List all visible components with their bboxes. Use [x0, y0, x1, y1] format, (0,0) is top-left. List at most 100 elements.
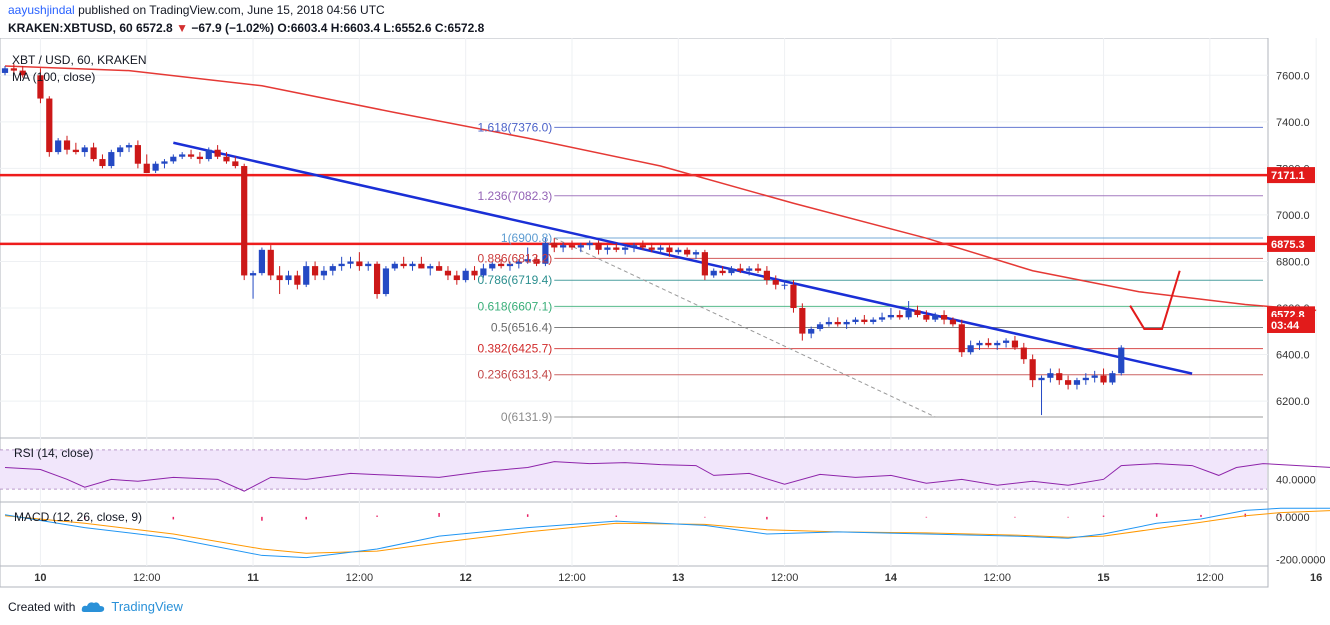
- candle: [99, 154, 106, 169]
- candle: [143, 154, 150, 174]
- grid: [0, 37, 1317, 588]
- candle-body: [161, 161, 168, 164]
- price-badge: [1267, 235, 1315, 252]
- candle: [10, 63, 17, 73]
- candle: [498, 259, 505, 269]
- candle-body: [719, 270, 726, 274]
- author-link[interactable]: aayushjindal: [8, 3, 75, 17]
- price-badge-label: 03:44: [1271, 320, 1300, 332]
- candle: [435, 261, 443, 271]
- candle: [790, 280, 797, 313]
- candle: [382, 266, 390, 297]
- fib-level-label: 0.618(6607.1): [478, 299, 553, 313]
- candle-body: [506, 263, 514, 267]
- candle: [444, 266, 452, 281]
- candle-body: [808, 328, 815, 334]
- candle: [285, 270, 292, 285]
- candle-body: [320, 270, 328, 276]
- publish-info: aayushjindal published on TradingView.co…: [8, 3, 385, 17]
- candle: [196, 152, 204, 164]
- candle-body: [241, 166, 248, 276]
- price-badge: [1267, 167, 1315, 184]
- candle-body: [10, 68, 17, 71]
- candle-body: [258, 249, 266, 274]
- candle-body: [1073, 380, 1081, 385]
- candle: [675, 247, 682, 255]
- candle-body: [985, 342, 992, 346]
- candle-body: [489, 263, 496, 269]
- candle-body: [338, 263, 345, 267]
- price-badge-label: 6875.3: [1271, 239, 1305, 251]
- candle: [1109, 370, 1116, 385]
- candle-body: [90, 147, 97, 160]
- candle-body: [896, 314, 903, 318]
- candle-body: [932, 314, 939, 320]
- y-tick-label: 7000.0: [1276, 210, 1310, 222]
- candle-body: [382, 268, 390, 295]
- candle: [134, 140, 141, 169]
- candle-body: [560, 245, 567, 248]
- candle: [878, 312, 886, 322]
- candle-body: [1, 68, 9, 73]
- candle-body: [196, 156, 204, 160]
- chart-title: XBT / USD, 60, KRAKEN: [12, 53, 147, 67]
- candle: [692, 249, 700, 260]
- chart-border: [0, 37, 1269, 588]
- fib-level-label: 0.236(6313.4): [478, 368, 553, 382]
- candle: [90, 142, 97, 162]
- candle: [639, 240, 646, 250]
- publish-text: published on TradingView.com, June 15, 2…: [78, 3, 385, 17]
- candle: [19, 65, 26, 78]
- candle: [37, 68, 44, 104]
- close-label: C:: [434, 21, 448, 35]
- candle: [994, 340, 1001, 350]
- candle: [914, 305, 921, 318]
- candle-body: [976, 342, 983, 346]
- candle: [489, 261, 496, 271]
- candle-body: [72, 149, 79, 153]
- candle: [940, 310, 948, 325]
- candle: [329, 263, 336, 276]
- price-badge: [1267, 316, 1315, 333]
- price-chart[interactable]: 10 12:00 11 12:00 12 12:00 13 12:00 14 12:00 15 12:…: [0, 37, 1330, 603]
- candle-body: [427, 266, 434, 269]
- rsi-label: RSI (14, close): [14, 446, 93, 460]
- candle-body: [914, 310, 921, 315]
- candle: [303, 261, 310, 288]
- candle: [391, 261, 398, 271]
- candle: [462, 268, 469, 283]
- candle: [808, 326, 815, 339]
- candle: [311, 261, 319, 281]
- candle: [241, 163, 248, 281]
- candle-body: [692, 252, 700, 255]
- tradingview-brand-link[interactable]: TradingView: [111, 599, 183, 614]
- candle-body: [1064, 380, 1072, 385]
- candle-body: [524, 259, 531, 262]
- candle-body: [878, 317, 886, 320]
- candle-body: [852, 319, 859, 322]
- candle-body: [311, 266, 319, 276]
- chart-frame[interactable]: 10 12:00 11 12:00 12 12:00 13 12:00 14 12:00 15 12:…: [0, 37, 1330, 603]
- candle-body: [994, 342, 1001, 346]
- candle-body: [1056, 373, 1063, 381]
- close-value: 6572.8: [447, 21, 485, 35]
- candle-body: [949, 319, 957, 325]
- high-value: 6603.4: [343, 21, 381, 35]
- candle-body: [480, 268, 487, 276]
- candle: [258, 247, 266, 276]
- y-tick-label: 7600.0: [1276, 70, 1310, 82]
- candle: [976, 340, 983, 350]
- candle-body: [276, 275, 283, 281]
- fib-level-label: 0.382(6425.7): [478, 342, 553, 356]
- candle-body: [905, 310, 912, 318]
- symbol-label: KRAKEN:XBTUSD, 60: [8, 21, 133, 35]
- candle: [63, 135, 71, 155]
- candle-body: [37, 75, 44, 99]
- candle-body: [373, 263, 381, 295]
- candle-body: [940, 314, 948, 320]
- candle-body: [444, 270, 452, 276]
- candle-body: [81, 147, 88, 153]
- candle-body: [409, 263, 416, 267]
- x-tick-label: 15: [1097, 572, 1109, 584]
- candle: [551, 238, 558, 253]
